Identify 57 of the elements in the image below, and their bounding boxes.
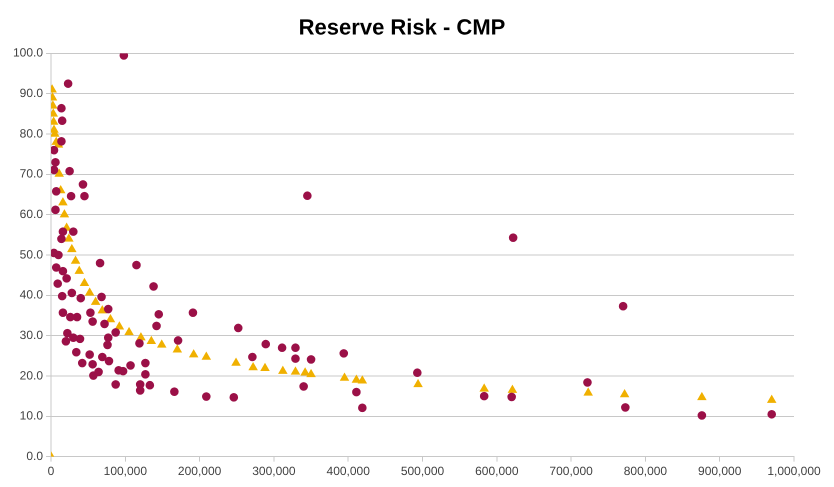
point <box>60 210 69 218</box>
point <box>74 266 84 274</box>
point <box>67 244 76 252</box>
y-tick-label: 50.0 <box>20 247 44 262</box>
y-tick-label: 70.0 <box>20 166 44 181</box>
x-tick-label: 200,000 <box>178 464 222 478</box>
point <box>278 366 288 374</box>
point <box>202 352 211 360</box>
x-tick-label: 1,000,000 <box>767 464 822 478</box>
point <box>54 168 64 177</box>
point <box>98 306 107 314</box>
x-tick-label: 800,000 <box>624 464 668 478</box>
point <box>64 234 74 242</box>
point <box>58 198 68 206</box>
chart-title: Reserve Risk - CMP <box>298 14 506 40</box>
y-tick-label: 0.0 <box>26 448 44 463</box>
y-tick-label: 30.0 <box>20 328 44 342</box>
point <box>260 363 270 372</box>
x-tick-label: 600,000 <box>475 464 519 478</box>
y-tick-label: 10.0 <box>20 408 44 423</box>
point <box>91 297 100 305</box>
point <box>71 256 80 264</box>
point <box>80 278 89 286</box>
point <box>480 384 489 392</box>
y-tick-label: 90.0 <box>20 86 44 100</box>
x-tick-label: 400,000 <box>326 464 370 478</box>
point <box>248 362 258 370</box>
x-tick-label: 0 <box>48 464 55 478</box>
point <box>189 350 198 358</box>
point <box>146 336 156 344</box>
x-tick-label: 900,000 <box>698 464 742 478</box>
x-tick-label: 700,000 <box>549 464 594 478</box>
point <box>172 344 182 352</box>
y-tick-label: 60.0 <box>20 206 44 221</box>
point <box>157 340 166 348</box>
point <box>508 385 517 393</box>
point <box>85 288 94 296</box>
point <box>340 372 349 381</box>
y-tick-label: 40.0 <box>20 288 44 302</box>
point <box>232 358 240 366</box>
point <box>697 392 706 400</box>
y-tick-label: 100.0 <box>13 46 44 60</box>
x-tick-label: 500,000 <box>400 464 445 478</box>
point <box>306 369 316 378</box>
point <box>620 390 629 398</box>
point <box>414 379 422 388</box>
point <box>584 388 593 396</box>
x-tick-label: 300,000 <box>252 464 296 478</box>
point <box>291 366 300 375</box>
point <box>114 322 124 330</box>
point <box>767 395 776 403</box>
point <box>358 376 367 384</box>
y-tick-label: 20.0 <box>20 368 44 382</box>
x-tick-label: 100,000 <box>104 464 148 478</box>
point <box>106 314 115 322</box>
point <box>124 327 134 336</box>
y-tick-label: 80.0 <box>20 126 44 140</box>
